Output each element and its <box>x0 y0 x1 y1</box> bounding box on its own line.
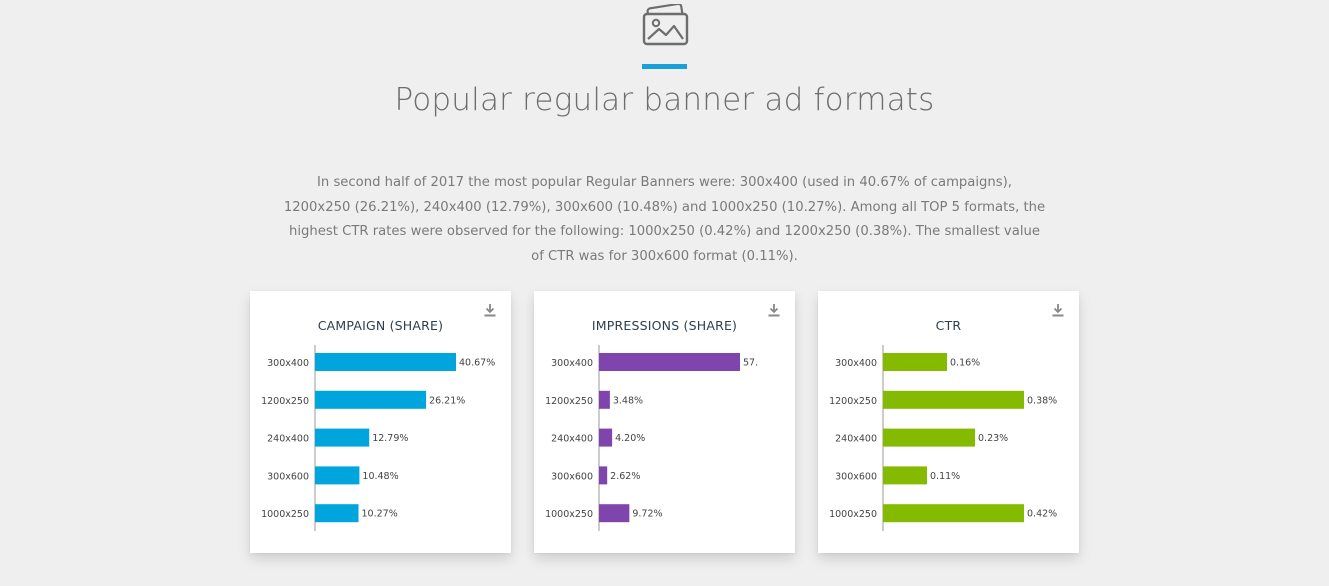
impressions-bar-chart: 300x400 57. 1200x250 3.48% 240x400 4.20% 300x6… <box>545 345 758 531</box>
data-label: 40.67% <box>459 358 495 369</box>
data-label: 0.38% <box>1027 395 1057 406</box>
bar[interactable] <box>883 353 947 371</box>
data-label: 12.79% <box>372 433 408 444</box>
intro-paragraph: In second half of 2017 the most popular … <box>283 175 1046 264</box>
data-label: 10.27% <box>362 509 398 520</box>
data-label: 57. <box>743 358 758 369</box>
bar[interactable] <box>883 466 927 485</box>
data-label: 2.62% <box>610 471 640 482</box>
bar[interactable] <box>599 353 740 371</box>
y-tick-label: 240x400 <box>835 434 877 445</box>
y-tick-label: 240x400 <box>551 434 593 445</box>
data-label: 0.42% <box>1027 509 1057 520</box>
y-tick-label: 1000x250 <box>261 509 309 520</box>
bar[interactable] <box>315 390 427 409</box>
y-tick-label: 300x400 <box>267 358 309 369</box>
bar[interactable] <box>599 466 608 485</box>
chart-card-impressions: IMPRESSIONS (SHARE) 300x400 57. 1200x250 3.… <box>534 291 795 553</box>
y-tick-label: 1200x250 <box>829 396 877 407</box>
data-label: 0.23% <box>978 433 1008 444</box>
data-label: 3.48% <box>613 395 643 406</box>
y-tick-label: 240x400 <box>267 434 309 445</box>
y-tick-label: 1200x250 <box>545 396 593 407</box>
data-label: 9.72% <box>632 509 662 520</box>
page-title: Popular regular banner ad formats <box>394 82 935 118</box>
chart-card-ctr: CTR 300x400 0.16% 1200x250 0.38% 240x400 0.23… <box>818 291 1079 553</box>
chart-title: CAMPAIGN (SHARE) <box>317 318 444 333</box>
y-tick-label: 300x600 <box>835 471 877 482</box>
y-tick-label: 1000x250 <box>545 509 593 520</box>
bar[interactable] <box>599 504 630 523</box>
bar[interactable] <box>315 428 370 447</box>
download-icon[interactable] <box>1051 303 1065 317</box>
bar[interactable] <box>315 466 360 485</box>
title-accent-bar <box>642 64 687 69</box>
chart-title: IMPRESSIONS (SHARE) <box>591 318 738 333</box>
bar[interactable] <box>599 428 613 447</box>
bar[interactable] <box>883 504 1024 523</box>
data-label: 10.48% <box>362 471 398 482</box>
ctr-bar-chart: 300x400 0.16% 1200x250 0.38% 240x400 0.23% 300… <box>829 345 1057 531</box>
data-label: 0.16% <box>950 358 980 369</box>
campaign-bar-chart: 300x400 40.67% 1200x250 26.21% 240x400 12.79%… <box>261 345 495 531</box>
y-tick-label: 300x600 <box>267 471 309 482</box>
y-tick-label: 300x400 <box>551 358 593 369</box>
bar[interactable] <box>315 353 456 371</box>
data-label: 0.11% <box>930 471 960 482</box>
data-label: 4.20% <box>615 433 645 444</box>
data-label: 26.21% <box>429 395 465 406</box>
bar[interactable] <box>315 504 359 523</box>
y-tick-label: 300x600 <box>551 471 593 482</box>
bar[interactable] <box>883 428 975 447</box>
bar[interactable] <box>883 390 1024 409</box>
chart-title: CTR <box>935 318 962 333</box>
download-icon[interactable] <box>767 303 781 317</box>
y-tick-label: 1000x250 <box>829 509 877 520</box>
y-tick-label: 1200x250 <box>261 396 309 407</box>
bar[interactable] <box>599 390 610 409</box>
download-icon[interactable] <box>483 303 497 317</box>
chart-card-campaign: CAMPAIGN (SHARE) 300x400 40.67% 1200x250 26… <box>250 291 511 553</box>
image-gallery-icon <box>642 4 689 46</box>
y-tick-label: 300x400 <box>835 358 877 369</box>
